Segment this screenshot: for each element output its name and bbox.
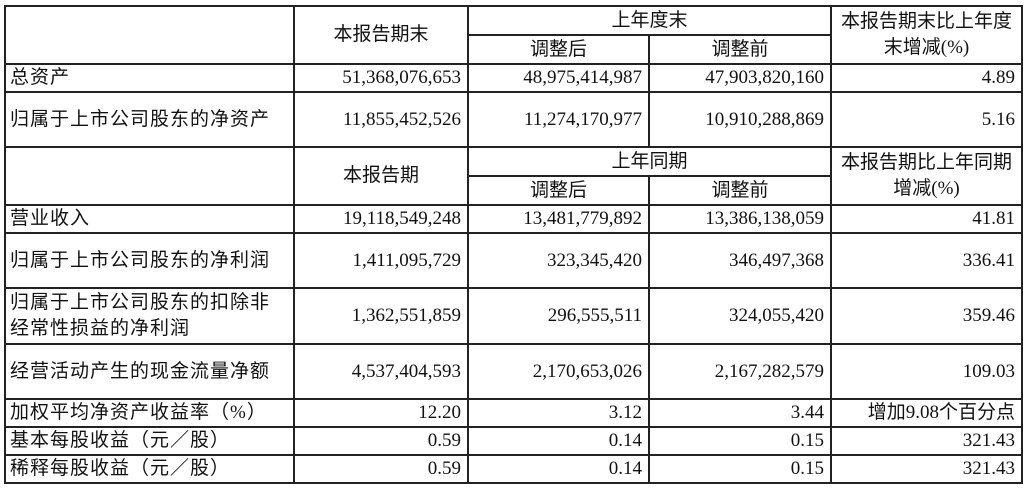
header-adjusted: 调整后 — [467, 34, 650, 65]
header-before-adjustment: 调整前 — [648, 34, 832, 65]
header-change: 本报告期末比上年度末增减(%) — [830, 5, 1023, 65]
cell-current: 11,855,452,526 — [293, 91, 469, 148]
cell-change: 5.16 — [830, 91, 1023, 148]
table-row: 归属于上市公司股东的净资产 11,855,452,526 11,274,170,… — [4, 91, 1023, 148]
cell-adjusted: 3.12 — [467, 398, 650, 428]
row-label: 经营活动产生的现金流量净额 — [4, 343, 295, 400]
cell-current: 1,411,095,729 — [293, 232, 469, 289]
header-before-adjustment: 调整前 — [648, 175, 832, 206]
cell-before: 47,903,820,160 — [648, 63, 832, 93]
cell-change: 321.43 — [830, 426, 1023, 456]
table-row: 加权平均净资产收益率（%） 12.20 3.12 3.44 增加9.08个百分点 — [4, 398, 1023, 428]
row-label: 总资产 — [4, 63, 295, 93]
cell-adjusted: 48,975,414,987 — [467, 63, 650, 93]
cell-adjusted: 11,274,170,977 — [467, 91, 650, 148]
row-label: 稀释每股收益（元／股） — [4, 454, 295, 484]
row-label: 归属于上市公司股东的净资产 — [4, 91, 295, 148]
header-current-period: 本报告期 — [293, 146, 469, 206]
header-current-period-end: 本报告期末 — [293, 5, 469, 65]
financial-data-table: 本报告期末 上年度末 本报告期末比上年度末增减(%) 调整后 调整前 总资产 5… — [4, 5, 1023, 484]
cell-adjusted: 2,170,653,026 — [467, 343, 650, 400]
cell-adjusted: 296,555,511 — [467, 287, 650, 345]
header-blank — [4, 5, 295, 65]
table-row: 归属于上市公司股东的净利润 1,411,095,729 323,345,420 … — [4, 232, 1023, 289]
cell-change: 109.03 — [830, 343, 1023, 400]
row-label: 营业收入 — [4, 204, 295, 234]
cell-before: 3.44 — [648, 398, 832, 428]
cell-before: 324,055,420 — [648, 287, 832, 345]
cell-change: 359.46 — [830, 287, 1023, 345]
cell-current: 51,368,076,653 — [293, 63, 469, 93]
row-label: 基本每股收益（元／股） — [4, 426, 295, 456]
cell-adjusted: 323,345,420 — [467, 232, 650, 289]
table-row: 稀释每股收益（元／股） 0.59 0.14 0.15 321.43 — [4, 454, 1023, 484]
cell-adjusted: 13,481,779,892 — [467, 204, 650, 234]
cell-change: 4.89 — [830, 63, 1023, 93]
header-change: 本报告期比上年同期增减(%) — [830, 146, 1023, 206]
header-prior-year-end: 上年度末 — [467, 5, 832, 36]
cell-current: 0.59 — [293, 426, 469, 456]
cell-adjusted: 0.14 — [467, 426, 650, 456]
cell-before: 346,497,368 — [648, 232, 832, 289]
cell-change: 增加9.08个百分点 — [830, 398, 1023, 428]
cell-before: 10,910,288,869 — [648, 91, 832, 148]
cell-current: 19,118,549,248 — [293, 204, 469, 234]
cell-current: 12.20 — [293, 398, 469, 428]
cell-change: 321.43 — [830, 454, 1023, 484]
table-row: 归属于上市公司股东的扣除非经常性损益的净利润 1,362,551,859 296… — [4, 287, 1023, 345]
row-label: 归属于上市公司股东的扣除非经常性损益的净利润 — [4, 287, 295, 345]
header-adjusted: 调整后 — [467, 175, 650, 206]
cell-change: 336.41 — [830, 232, 1023, 289]
table-row: 总资产 51,368,076,653 48,975,414,987 47,903… — [4, 63, 1023, 93]
row-label: 归属于上市公司股东的净利润 — [4, 232, 295, 289]
cell-before: 0.15 — [648, 426, 832, 456]
table-row: 营业收入 19,118,549,248 13,481,779,892 13,38… — [4, 204, 1023, 234]
table-row: 经营活动产生的现金流量净额 4,537,404,593 2,170,653,02… — [4, 343, 1023, 400]
table-row: 基本每股收益（元／股） 0.59 0.14 0.15 321.43 — [4, 426, 1023, 456]
cell-before: 2,167,282,579 — [648, 343, 832, 400]
cell-change: 41.81 — [830, 204, 1023, 234]
header-prior-year-period: 上年同期 — [467, 146, 832, 177]
row-label: 加权平均净资产收益率（%） — [4, 398, 295, 428]
cell-current: 4,537,404,593 — [293, 343, 469, 400]
cell-current: 0.59 — [293, 454, 469, 484]
cell-adjusted: 0.14 — [467, 454, 650, 484]
cell-current: 1,362,551,859 — [293, 287, 469, 345]
header-blank — [4, 146, 295, 206]
cell-before: 13,386,138,059 — [648, 204, 832, 234]
cell-before: 0.15 — [648, 454, 832, 484]
